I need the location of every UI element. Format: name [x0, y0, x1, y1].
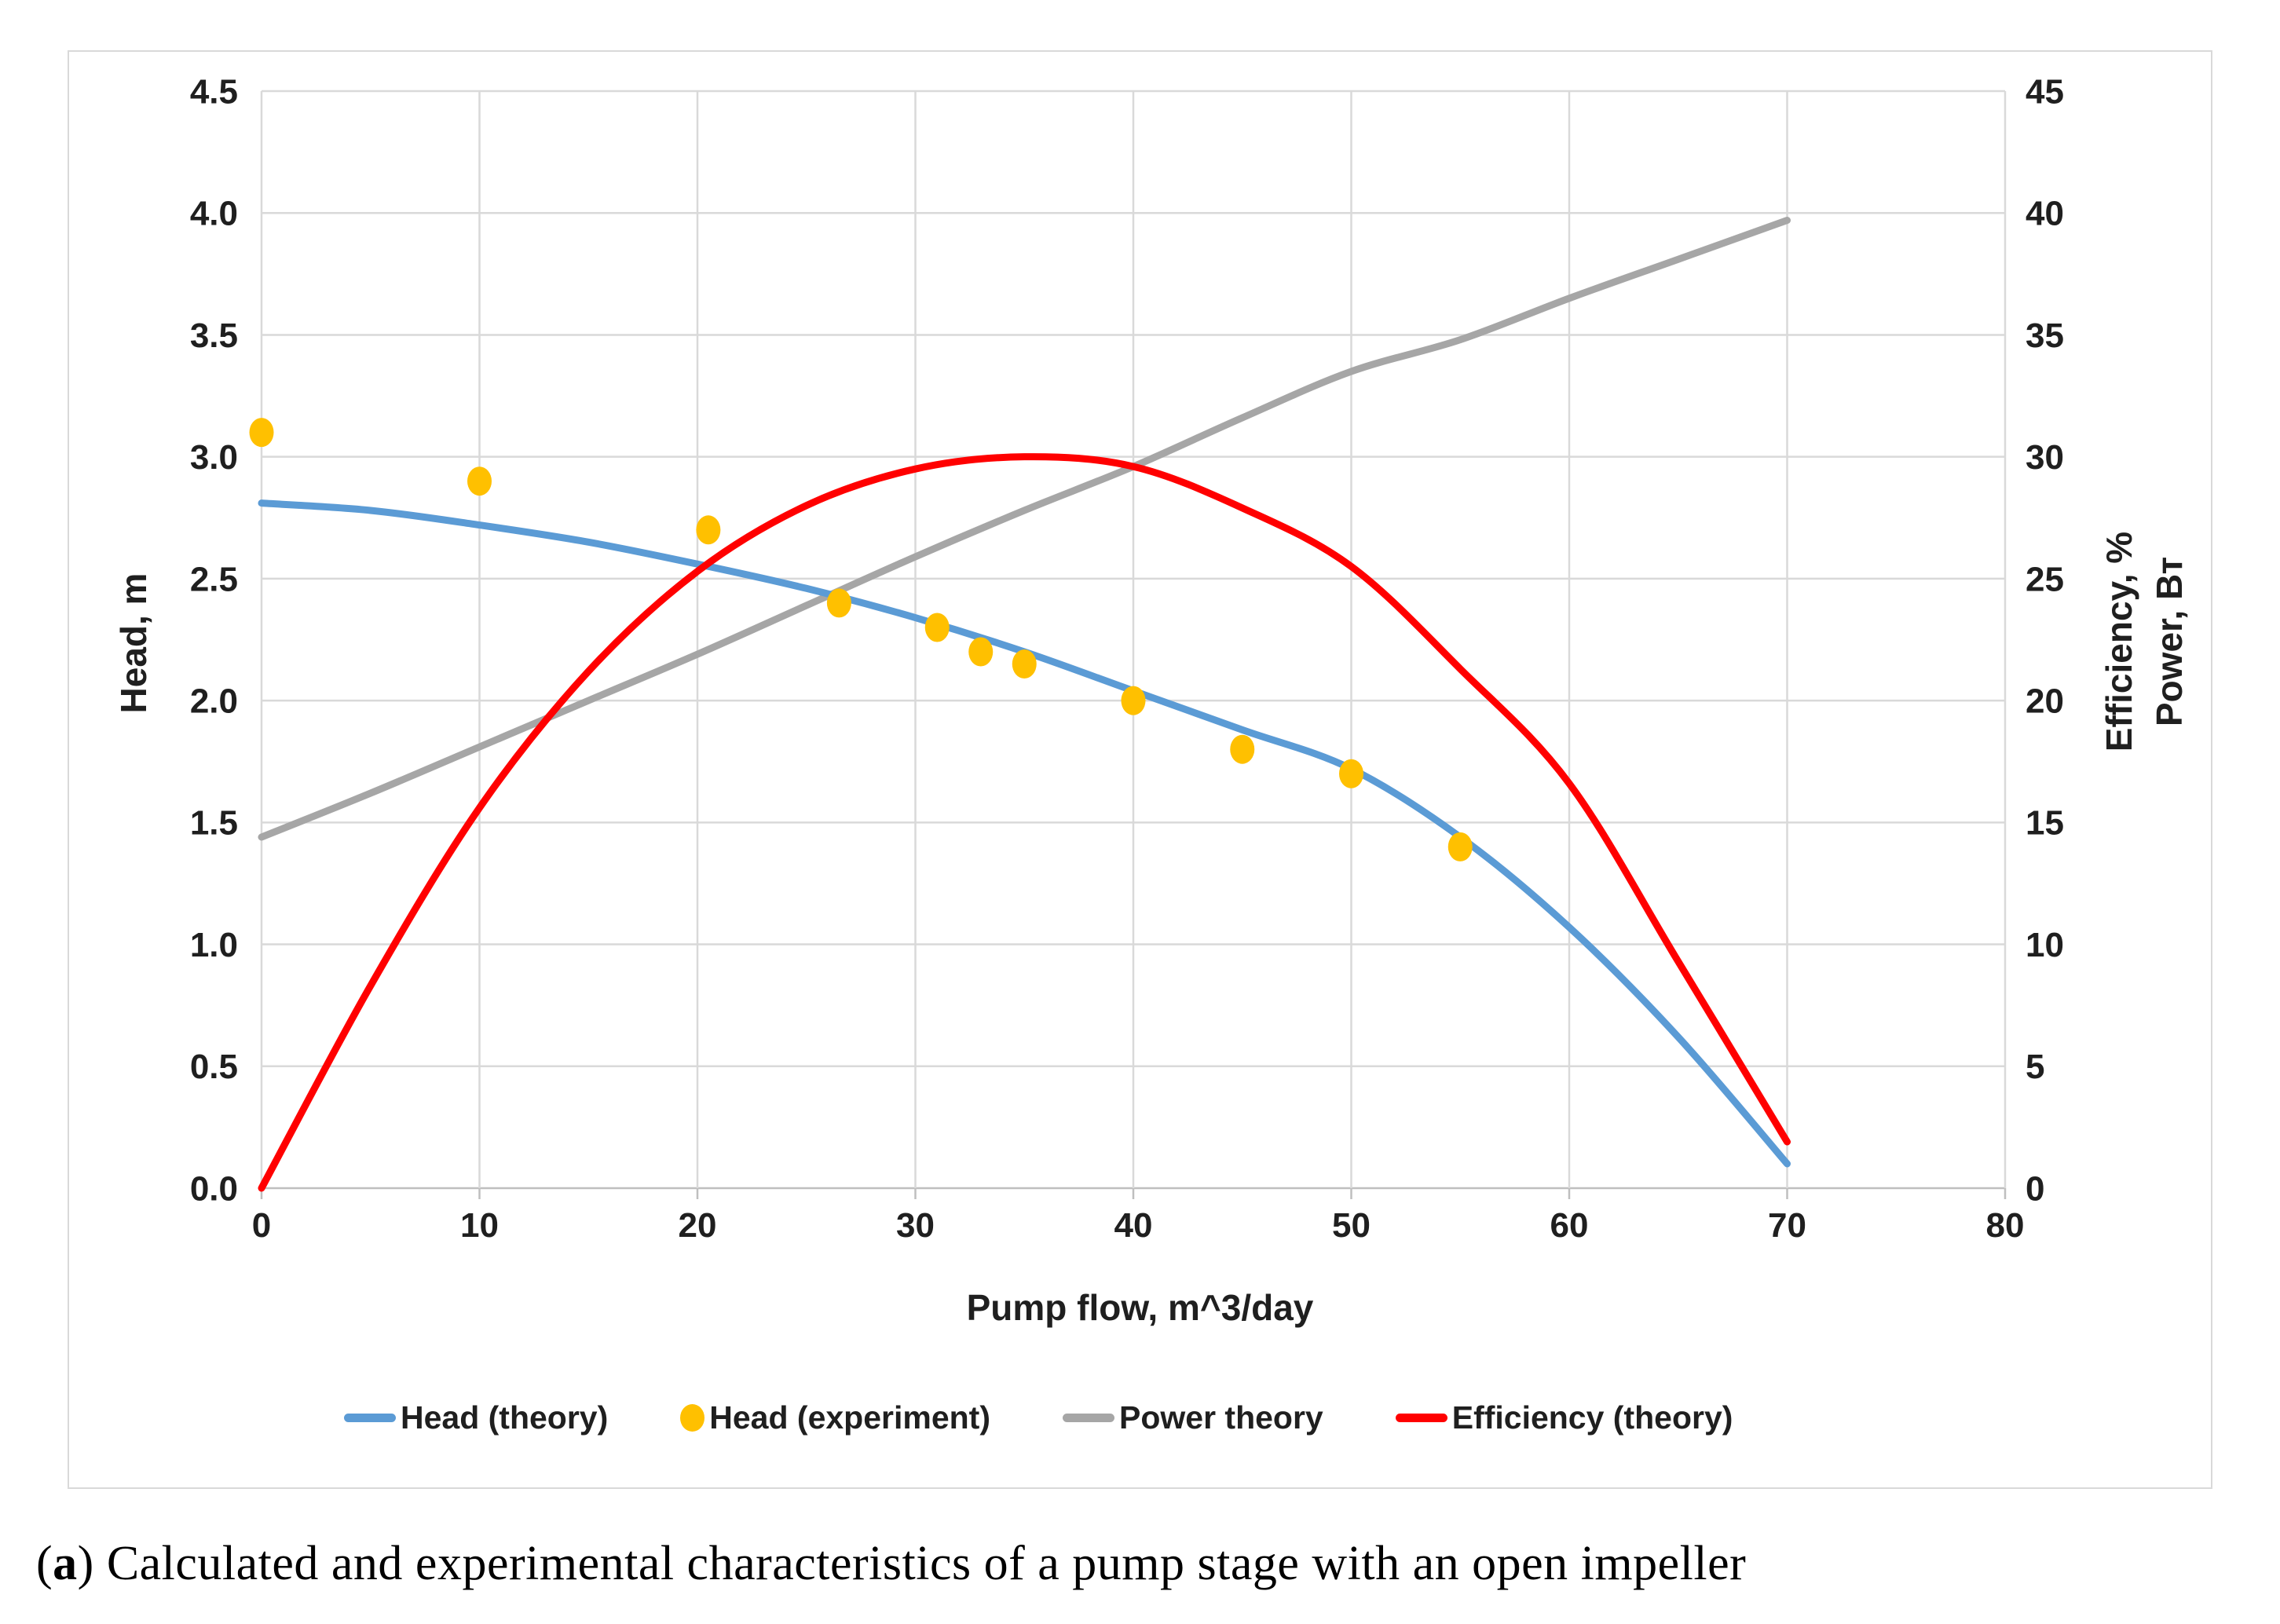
x-tick-label: 20: [679, 1206, 717, 1245]
head-experiment-dot-swatch-icon: [680, 1404, 705, 1432]
data-point-head-experiment: [696, 515, 721, 545]
y-axis-right-title-efficiency: Efficiency, %: [2099, 531, 2139, 752]
series-line-head-theory: [258, 499, 1791, 1168]
data-point-head-experiment: [1230, 734, 1255, 764]
y-right-tick-label: 45: [2026, 72, 2064, 111]
data-point-head-experiment: [968, 637, 994, 667]
y-axis-right-title-power: Power, Вт: [2149, 556, 2190, 727]
data-point-head-experiment: [924, 613, 950, 642]
y-right-tick-label: 10: [2026, 926, 2064, 964]
caption-index: (a): [36, 1537, 107, 1590]
y-right-tick-label: 30: [2026, 438, 2064, 477]
y-left-tick-label: 0.5: [190, 1048, 238, 1086]
legend-item-efficiency-theory: Efficiency (theory): [1395, 1399, 1733, 1436]
y-left-tick-label: 2.0: [190, 682, 238, 721]
efficiency-theory-line-swatch-icon: [1395, 1414, 1447, 1422]
y-left-tick-label: 0.0: [190, 1169, 238, 1208]
x-tick-label: 80: [1986, 1206, 2025, 1245]
legend-item-head-experiment: Head (experiment): [680, 1399, 990, 1436]
y-axis-left-title: Head, m: [113, 572, 154, 714]
legend-label: Efficiency (theory): [1451, 1399, 1733, 1436]
y-left-tick-label: 4.5: [190, 72, 238, 111]
legend: Head (theory) Head (experiment) Power th…: [344, 1399, 1733, 1436]
x-tick-label: 60: [1550, 1206, 1589, 1245]
y-right-tick-label: 20: [2026, 682, 2064, 721]
x-tick-label: 30: [896, 1206, 935, 1245]
data-point-head-experiment: [249, 418, 274, 448]
head-theory-line-swatch-icon: [344, 1414, 396, 1422]
x-tick-label: 0: [252, 1206, 271, 1245]
legend-item-head-theory: Head (theory): [344, 1399, 608, 1436]
y-right-tick-label: 35: [2026, 316, 2064, 355]
data-point-head-experiment: [826, 588, 851, 618]
y-left-tick-label: 3.0: [190, 438, 238, 477]
y-left-tick-label: 2.5: [190, 560, 238, 598]
y-right-tick-label: 0: [2026, 1169, 2044, 1208]
legend-label: Head (experiment): [709, 1399, 990, 1436]
y-right-tick-label: 25: [2026, 560, 2064, 598]
y-right-tick-label: 40: [2026, 195, 2064, 233]
x-tick-label: 50: [1332, 1206, 1371, 1245]
x-tick-label: 70: [1768, 1206, 1806, 1245]
series-line-power-theory: [258, 217, 1791, 841]
y-right-tick-label: 15: [2026, 804, 2064, 843]
y-left-tick-label: 4.0: [190, 195, 238, 233]
data-point-head-experiment: [1012, 649, 1037, 679]
data-point-head-experiment: [1121, 686, 1146, 715]
data-point-head-experiment: [467, 466, 492, 496]
legend-item-power-theory: Power theory: [1062, 1399, 1323, 1436]
series-line-efficiency-theory: [258, 453, 1791, 1192]
data-point-head-experiment: [1447, 832, 1473, 861]
y-left-tick-label: 1.0: [190, 926, 238, 964]
x-tick-label: 40: [1114, 1206, 1153, 1245]
y-left-tick-label: 3.5: [190, 316, 238, 355]
figure-caption: (a) Calculated and experimental characte…: [36, 1536, 2259, 1592]
y-left-tick-label: 1.5: [190, 804, 238, 843]
legend-label: Head (theory): [401, 1399, 609, 1436]
x-tick-label: 10: [460, 1206, 499, 1245]
power-theory-line-swatch-icon: [1062, 1414, 1114, 1422]
caption-text: Calculated and experimental characterist…: [106, 1537, 1747, 1590]
legend-label: Power theory: [1118, 1399, 1323, 1436]
y-right-tick-label: 5: [2026, 1048, 2044, 1086]
data-point-head-experiment: [1339, 759, 1363, 788]
x-axis-title: Pump flow, m^3/day: [966, 1287, 1314, 1328]
